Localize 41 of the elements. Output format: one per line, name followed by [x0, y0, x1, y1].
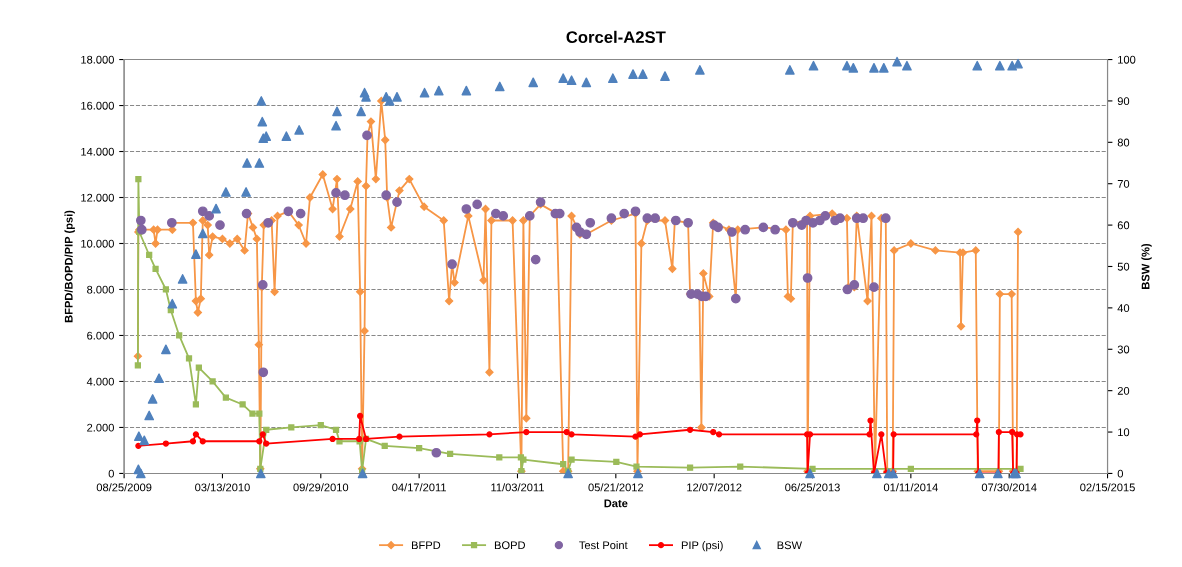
legend-label: BFPD — [411, 541, 441, 550]
y2-tick-label: 10 — [1118, 428, 1130, 437]
x-axis-title: Date — [604, 499, 628, 508]
legend-label: BOPD — [494, 541, 525, 550]
y-tick-label: 6.000 — [87, 331, 114, 340]
y-tick-label: 14.000 — [81, 147, 114, 156]
y2-tick-label: 100 — [1118, 55, 1136, 64]
legend-label: PIP (psi) — [681, 540, 723, 552]
y2-tick-label: 0 — [1117, 469, 1123, 478]
y2-tick-label: 70 — [1117, 179, 1130, 188]
y-axis-title: BFPD/BOPD/PIP (psi) — [64, 210, 75, 323]
x-tick-label: 05/21/2012 — [588, 483, 644, 492]
y2-tick-label: 60 — [1117, 221, 1130, 230]
y2-tick-label: 30 — [1117, 345, 1130, 354]
y2-tick-label: 80 — [1117, 138, 1130, 147]
y-tick-label: 12.000 — [81, 193, 114, 202]
chart-title: Corcel-A2ST — [566, 30, 666, 44]
x-tick-label: 01/11/2014 — [883, 483, 938, 492]
y-tick-label: 16.000 — [81, 101, 114, 110]
x-tick-label: 03/13/2010 — [195, 483, 250, 492]
y2-tick-label: 50 — [1117, 262, 1130, 271]
x-tick-label: 12/07/2012 — [687, 483, 742, 492]
legend-label: BSW — [777, 541, 802, 550]
y-tick-label: 4.000 — [86, 377, 114, 386]
x-tick-label: 07/30/2014 — [981, 483, 1037, 492]
x-tick-label: 02/15/2015 — [1080, 483, 1135, 492]
y-tick-label: 8.000 — [87, 285, 114, 294]
y-tick-label: 10.000 — [81, 239, 114, 248]
x-tick-label: 09/29/2010 — [293, 483, 349, 492]
x-tick-label: 11/03/2011 — [491, 483, 544, 492]
y-tick-label: 2.000 — [87, 423, 114, 432]
y2-tick-label: 20 — [1117, 386, 1130, 395]
x-tick-label: 06/25/2013 — [785, 483, 840, 492]
y2-axis-title: BSW (%) — [1141, 243, 1152, 289]
x-tick-label: 04/17/2011 — [392, 483, 446, 492]
legend-label: Test Point — [579, 540, 628, 550]
y-tick-label: 0 — [108, 469, 114, 478]
y-tick-label: 18.000 — [81, 55, 114, 64]
x-tick-label: 08/25/2009 — [96, 483, 152, 492]
y2-tick-label: 40 — [1117, 304, 1130, 313]
y2-tick-label: 90 — [1117, 97, 1130, 106]
